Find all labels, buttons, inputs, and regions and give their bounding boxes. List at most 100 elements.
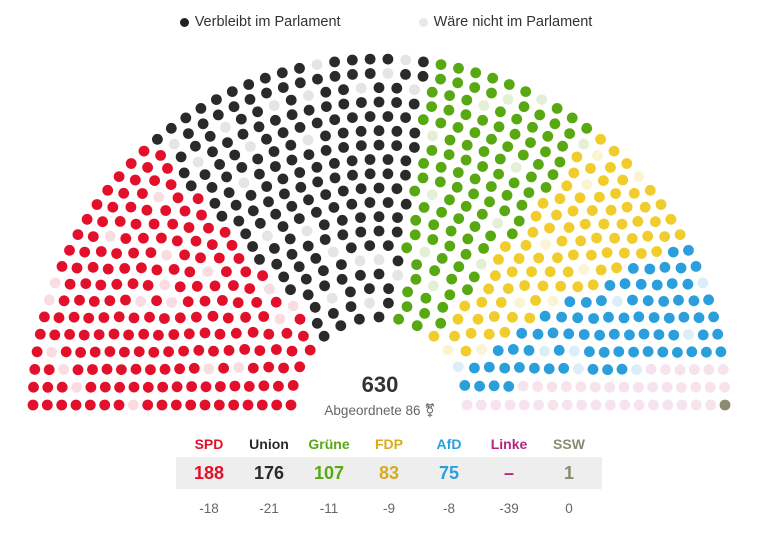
seat-dot	[276, 67, 288, 79]
seat-dot	[417, 70, 429, 82]
seat-dot	[320, 86, 332, 98]
legend: Verbleibt im Parlament Wäre nicht im Par…	[0, 14, 772, 30]
seat-dot	[508, 177, 520, 189]
seat-dot	[175, 151, 187, 163]
seat-dot	[554, 156, 566, 168]
seat-dot	[226, 86, 238, 97]
seat-dot	[485, 230, 496, 242]
seat-dot	[217, 295, 228, 306]
seat-dot	[259, 72, 271, 84]
seat-dot	[178, 345, 190, 357]
seat-dot	[148, 218, 160, 230]
seat-dot	[271, 399, 283, 411]
seat-dot	[309, 301, 321, 313]
seat-dot	[56, 261, 68, 272]
seat-dot	[701, 346, 712, 358]
seat-dot-removed	[697, 277, 709, 289]
seat-dot	[78, 329, 90, 341]
seat-dot	[715, 346, 727, 358]
seat-dot	[347, 112, 358, 123]
seat-dot	[392, 255, 404, 267]
seat-dot	[595, 264, 607, 276]
seat-dot-removed	[704, 381, 716, 393]
seat-dot	[675, 262, 687, 274]
seat-dot	[337, 229, 349, 241]
seat-dot	[485, 181, 497, 192]
seat-dot	[95, 246, 107, 257]
seat-dot	[293, 213, 305, 225]
seat-dot	[239, 344, 251, 355]
seat-dot	[245, 189, 257, 201]
seat-dot	[233, 253, 245, 264]
seat-dot	[507, 311, 518, 323]
seat-dot	[337, 127, 349, 139]
seat-dot	[511, 113, 523, 125]
seat-dot	[628, 346, 639, 358]
seat-dot	[478, 243, 489, 254]
seat-dot	[551, 103, 563, 114]
seat-dot	[278, 362, 289, 374]
legend-item-remain: Verbleibt im Parlament	[179, 14, 341, 30]
seat-dot	[598, 175, 609, 187]
seat-dot	[174, 363, 186, 375]
seat-dot-removed	[569, 345, 580, 357]
seat-dot-removed	[442, 344, 454, 356]
seat-dot-removed	[382, 68, 394, 79]
seat-dot	[493, 121, 505, 133]
seat-dot	[56, 381, 68, 393]
seat-dot	[435, 73, 446, 85]
seat-dot	[338, 84, 349, 96]
seat-dot	[658, 296, 670, 307]
seat-dot-removed	[373, 254, 385, 266]
party-name: Union	[249, 436, 289, 452]
party-fdp: FDP 83 -9	[356, 436, 422, 516]
seat-dot-removed	[633, 399, 645, 411]
seat-dot	[616, 363, 628, 375]
seat-dot	[540, 146, 551, 158]
seat-dot	[207, 146, 218, 158]
seat-dot	[598, 218, 610, 230]
seat-dot	[392, 212, 403, 224]
seat-dot	[64, 244, 75, 256]
seat-dot	[356, 97, 367, 108]
seat-dot	[199, 169, 211, 181]
seat-dot-removed	[674, 364, 686, 376]
seat-dot	[364, 154, 376, 165]
seat-dot-removed	[426, 189, 438, 201]
seat-dot	[502, 283, 514, 294]
seat-dot	[624, 329, 635, 341]
seat-dot	[506, 228, 518, 240]
seat-dot	[411, 259, 422, 270]
seat-dot	[240, 228, 252, 240]
legend-label-removed: Wäre nicht im Parlament	[433, 14, 593, 30]
seat-dot	[579, 218, 591, 230]
party-seats: 107	[296, 457, 362, 489]
seat-dot	[182, 296, 194, 308]
seat-dot	[383, 283, 394, 295]
seat-dot	[451, 181, 463, 193]
seat-dot-removed	[302, 134, 314, 146]
seat-dot	[206, 182, 218, 193]
seat-dot	[64, 329, 75, 340]
seat-dot	[642, 295, 654, 307]
seat-dot	[95, 279, 107, 291]
seat-dot	[273, 380, 284, 392]
seat-dot	[474, 380, 485, 392]
seat-dot	[165, 122, 177, 134]
seat-dot	[311, 206, 322, 218]
seat-dot-removed	[719, 381, 730, 393]
seat-dot	[268, 146, 280, 157]
seat-dot	[79, 246, 91, 258]
seat-dot	[207, 310, 219, 322]
seat-dot	[527, 226, 539, 238]
seat-dot	[118, 187, 130, 199]
seat-dot	[99, 399, 111, 411]
seat-dot	[462, 284, 473, 296]
seat-dot-removed	[427, 130, 438, 142]
seat-dot	[277, 173, 289, 185]
seat-dot	[277, 127, 289, 139]
seat-dot	[29, 364, 41, 375]
seat-dot	[155, 150, 167, 161]
seat-dot-removed	[717, 364, 729, 375]
party-gruene: Grüne 107 -11	[296, 436, 362, 516]
